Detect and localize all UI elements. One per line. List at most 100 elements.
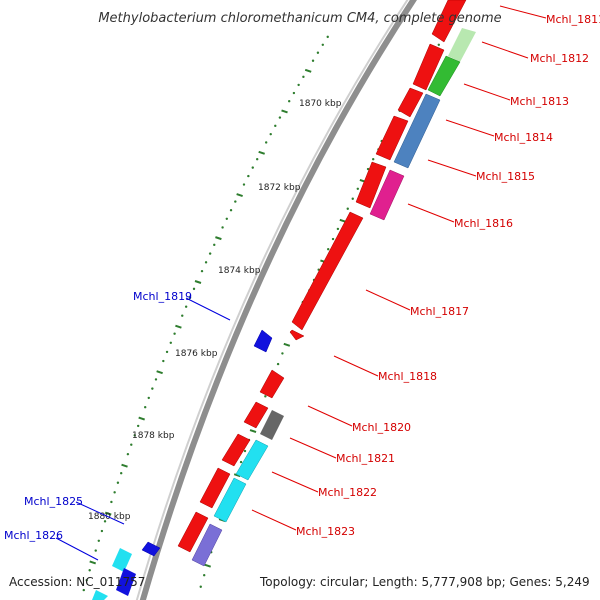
scale-dot xyxy=(229,208,233,212)
gene-label-1818[interactable]: Mchl_1818 xyxy=(378,370,437,383)
feature-mchl-1811[interactable] xyxy=(431,0,467,43)
scale-dot xyxy=(247,174,250,178)
gene-label-1812[interactable]: Mchl_1812 xyxy=(530,52,589,65)
feature-mchl-1826-b[interactable] xyxy=(116,568,136,596)
scale-tick-mark xyxy=(249,429,257,433)
outer-tick-track xyxy=(199,34,446,588)
scale-dot xyxy=(366,167,370,171)
scale-dot xyxy=(144,406,147,409)
scale-dot xyxy=(331,237,335,241)
scale-dot xyxy=(133,434,136,437)
scale-dot xyxy=(208,252,212,255)
gene-label-1811[interactable]: Mchl_1811 xyxy=(546,13,600,26)
feature-cyan-1 xyxy=(235,439,269,481)
scale-dot xyxy=(281,352,284,355)
scale-tick-mark xyxy=(258,150,265,155)
feature-mchl-1817[interactable] xyxy=(291,211,364,331)
scale-dot xyxy=(264,141,268,144)
feature-mchl-1826-a[interactable] xyxy=(112,548,132,572)
accession-text: Accession: NC_011757 xyxy=(9,575,146,589)
scale-dot xyxy=(110,500,113,504)
feature-mchl-1823[interactable] xyxy=(199,467,231,509)
feature-mchl-1821[interactable] xyxy=(243,401,269,429)
scale-dot xyxy=(297,83,300,87)
scale-dot xyxy=(213,243,216,247)
gene-label-1813[interactable]: Mchl_1813 xyxy=(510,95,569,108)
leader-1812 xyxy=(481,41,529,59)
leader-1819 xyxy=(185,297,231,321)
feature-purple xyxy=(191,523,223,567)
scale-dot xyxy=(199,585,202,588)
gene-label-1825[interactable]: Mchl_1825 xyxy=(24,495,83,508)
leader-1811 xyxy=(499,5,547,19)
gene-label-1823[interactable]: Mchl_1823 xyxy=(296,525,355,538)
scale-dot xyxy=(234,200,237,203)
kbp-label-1870: 1870 kbp xyxy=(299,99,342,109)
gene-label-1814[interactable]: Mchl_1814 xyxy=(494,131,553,144)
feature-mchl-1819[interactable] xyxy=(253,329,273,353)
feature-mchl-1815[interactable] xyxy=(355,161,387,209)
scale-tick-mark xyxy=(304,68,312,73)
leader-1822 xyxy=(271,471,319,493)
scale-dot xyxy=(292,91,296,95)
scale-dot xyxy=(120,472,123,475)
scale-dot xyxy=(130,443,133,446)
scale-dot xyxy=(351,197,354,200)
scale-dot xyxy=(336,227,340,231)
scale-dot xyxy=(221,226,224,229)
leader-1823 xyxy=(251,509,297,531)
gene-label-1821[interactable]: Mchl_1821 xyxy=(336,452,395,465)
gene-label-1816[interactable]: Mchl_1816 xyxy=(454,217,513,230)
feature-mchl-1825[interactable] xyxy=(141,541,161,557)
scale-dot xyxy=(165,350,169,354)
scale-dot xyxy=(100,529,104,533)
feature-mchl-1824[interactable] xyxy=(177,511,209,553)
scale-tick-mark xyxy=(175,324,182,329)
scale-track xyxy=(82,35,329,592)
scale-tick-mark xyxy=(283,342,291,347)
feature-mchl-1813[interactable] xyxy=(397,87,424,118)
feature-mchl-1814[interactable] xyxy=(375,115,409,161)
scale-tick-mark xyxy=(215,236,222,241)
gene-label-1819[interactable]: Mchl_1819 xyxy=(133,290,192,303)
scale-dot xyxy=(136,424,140,428)
gene-label-1815[interactable]: Mchl_1815 xyxy=(476,170,535,183)
feature-mchl-1818[interactable] xyxy=(289,329,305,341)
leader-1815 xyxy=(427,159,477,177)
kbp-label-1872: 1872 kbp xyxy=(258,183,301,193)
scale-dot xyxy=(184,305,188,308)
feature-mchl-1820[interactable] xyxy=(259,369,285,399)
feature-mchl-1822[interactable] xyxy=(221,433,251,467)
scale-dot xyxy=(181,314,184,317)
map-title: Methylobacterium chloromethanicum CM4, c… xyxy=(98,11,501,26)
chromosome-backbone-highlight xyxy=(135,0,409,600)
scale-dot xyxy=(242,183,246,186)
scale-dot xyxy=(239,460,243,464)
scale-tick-mark xyxy=(104,511,112,516)
leader-1817 xyxy=(365,289,411,311)
scale-dot xyxy=(173,332,176,335)
scale-dot xyxy=(225,217,228,220)
leader-1818 xyxy=(333,355,379,377)
scale-dot xyxy=(243,449,247,453)
gene-label-1820[interactable]: Mchl_1820 xyxy=(352,421,411,434)
leader-1821 xyxy=(289,437,337,459)
scale-dot xyxy=(264,395,267,398)
scale-dot xyxy=(288,100,291,103)
gene-label-1817[interactable]: Mchl_1817 xyxy=(410,305,469,318)
scale-dot xyxy=(204,261,208,264)
scale-dot xyxy=(85,578,88,582)
scale-tick-mark xyxy=(138,416,145,421)
scale-dot xyxy=(346,207,349,210)
scale-dot xyxy=(326,35,329,39)
scale-dot xyxy=(251,166,254,169)
gene-label-1826[interactable]: Mchl_1826 xyxy=(4,529,63,542)
gene-label-1822[interactable]: Mchl_1822 xyxy=(318,486,377,499)
scale-dot xyxy=(162,359,165,363)
feature-mchl-1826-c[interactable] xyxy=(92,590,108,600)
scale-dot xyxy=(274,124,277,128)
scale-dot xyxy=(113,491,116,494)
annotation-track-features xyxy=(191,28,476,567)
feature-mchl-1812[interactable] xyxy=(412,43,445,91)
scale-dot xyxy=(103,520,107,523)
